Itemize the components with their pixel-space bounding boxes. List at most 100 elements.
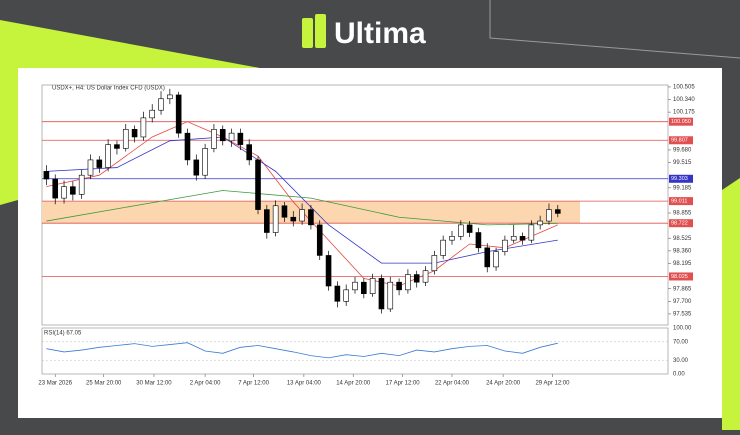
candle-body xyxy=(378,278,385,310)
candle-body xyxy=(175,94,182,134)
candle-body xyxy=(422,270,429,283)
candle-body xyxy=(272,205,279,233)
candle-body xyxy=(70,186,76,195)
x-tick-label: 25 Mar 20:00 xyxy=(86,381,122,387)
level-tag xyxy=(669,174,693,183)
candle-body xyxy=(211,129,217,149)
candle-body xyxy=(343,289,349,302)
candle-body xyxy=(387,281,394,310)
candle-body xyxy=(255,159,261,210)
candle-body xyxy=(140,117,147,138)
level-tag xyxy=(669,219,693,228)
candle-body xyxy=(202,148,208,176)
rsi-tick-label: 70.00 xyxy=(673,339,689,345)
logo-mark xyxy=(315,14,326,48)
candle-body xyxy=(334,285,341,302)
x-tick-label: 14 Apr 20:00 xyxy=(336,381,371,387)
x-tick-label: 23 Mar 2026 xyxy=(38,381,72,387)
moving-average xyxy=(46,136,558,264)
y-tick-label: 99.185 xyxy=(673,185,692,191)
candle-body xyxy=(114,144,120,149)
y-tick-label: 100.340 xyxy=(673,97,695,103)
candle-body xyxy=(519,236,526,241)
y-tick-label: 99.680 xyxy=(673,148,692,154)
candle-body xyxy=(396,281,402,291)
candle-body xyxy=(316,224,323,256)
candle-body xyxy=(105,144,111,168)
candle-body xyxy=(219,129,226,142)
x-tick-label: 24 Apr 20:00 xyxy=(486,381,521,387)
y-tick-label: 100.505 xyxy=(673,84,695,90)
level-tag xyxy=(669,272,693,281)
candle-body xyxy=(131,129,138,138)
candle-body xyxy=(510,236,517,241)
chart-card xyxy=(18,68,722,418)
level-label: 99.807 xyxy=(671,138,688,144)
rsi-tick-label: 0.00 xyxy=(673,372,685,378)
x-tick-label: 22 Apr 04:00 xyxy=(435,381,470,387)
candle-body xyxy=(440,239,446,256)
candle-body xyxy=(61,186,67,199)
y-tick-label: 97.535 xyxy=(673,311,692,317)
level-tag xyxy=(669,117,693,126)
accent-right xyxy=(722,178,740,430)
candle-body xyxy=(413,274,420,283)
x-tick-label: 7 Apr 12:00 xyxy=(238,381,269,387)
moving-average xyxy=(46,190,558,226)
candle-body xyxy=(528,224,535,241)
y-tick-label: 97.700 xyxy=(673,299,692,305)
candle-body xyxy=(484,247,491,268)
level-label: 98.722 xyxy=(671,221,688,227)
rsi-tick-label: 100.00 xyxy=(673,326,692,332)
brand: Ultima xyxy=(334,17,426,50)
level-tag xyxy=(669,136,693,145)
x-tick-label: 13 Apr 04:00 xyxy=(287,381,322,387)
candle-body xyxy=(228,132,235,142)
candle-body xyxy=(449,236,455,241)
candle-body xyxy=(493,251,499,268)
y-tick-label: 98.195 xyxy=(673,261,692,267)
accent-line xyxy=(489,0,740,59)
candle-body xyxy=(167,94,173,100)
candle-body xyxy=(458,224,464,237)
rsi-line xyxy=(46,342,558,359)
candle-body xyxy=(475,232,482,249)
candle-body xyxy=(325,255,332,287)
candle-body xyxy=(369,278,376,294)
x-tick-label: 17 Apr 12:00 xyxy=(386,381,421,387)
candle-body xyxy=(466,224,473,233)
y-tick-label: 97.865 xyxy=(673,286,692,292)
candle-body xyxy=(193,159,200,176)
candle-body xyxy=(431,255,438,272)
chart-title: USDX+, H4: US Dollar Index CFD (USDX) xyxy=(52,86,165,92)
candle-body xyxy=(554,209,561,214)
candle-body xyxy=(87,159,94,176)
candle-body xyxy=(184,132,191,161)
candle-body xyxy=(546,209,552,222)
candle-body xyxy=(537,220,543,226)
level-label: 99.011 xyxy=(671,199,687,205)
candle-body xyxy=(502,239,508,252)
y-tick-label: 100.175 xyxy=(673,110,695,116)
y-tick-label: 98.855 xyxy=(673,211,692,217)
candle-body xyxy=(281,205,288,218)
candle-body xyxy=(352,281,358,291)
rsi-tick-label: 30.00 xyxy=(673,358,689,364)
candle-body xyxy=(96,159,103,168)
level-tag xyxy=(669,197,693,206)
candle-body xyxy=(264,209,270,233)
y-tick-label: 98.360 xyxy=(673,248,692,254)
rsi-title: RSI(14) 67.05 xyxy=(44,331,82,337)
candle-body xyxy=(237,132,244,145)
y-tick-label: 98.525 xyxy=(673,236,692,242)
level-label: 100.050 xyxy=(671,119,691,125)
logo-mark xyxy=(302,18,313,48)
candle-body xyxy=(405,274,411,291)
candle-body xyxy=(361,281,367,294)
accent-left xyxy=(0,20,260,205)
x-tick-label: 2 Apr 04:00 xyxy=(190,381,221,387)
candle-body xyxy=(158,98,164,111)
candle-body xyxy=(308,209,314,226)
candle-body xyxy=(299,209,305,222)
